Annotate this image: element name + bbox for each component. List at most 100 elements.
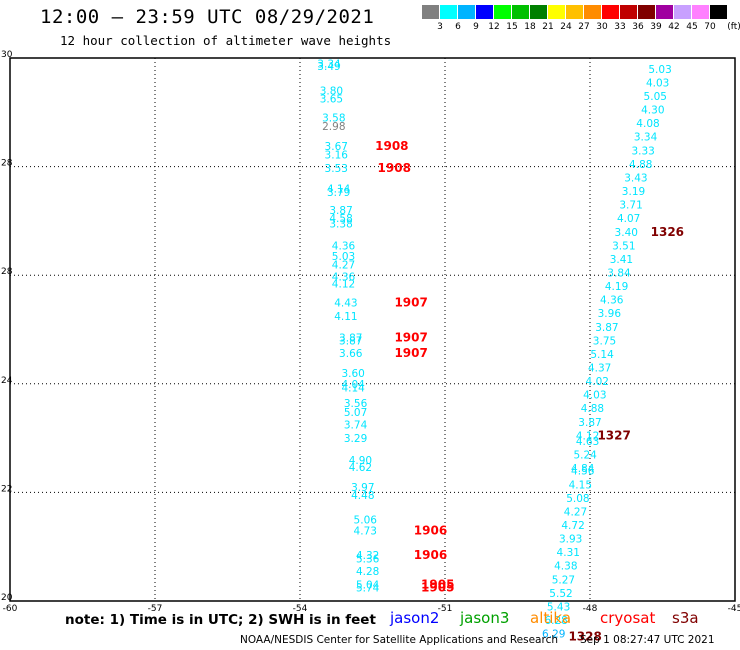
wave-height-value: 4.88 (581, 403, 604, 415)
page-title: 12:00 – 23:59 UTC 08/29/2021 (40, 6, 375, 28)
color-scale-label: 33 (614, 22, 626, 32)
map-frame (9, 57, 736, 602)
page-subtitle: 12 hour collection of altimeter wave hei… (60, 33, 392, 48)
wave-height-value: 4.56 (571, 466, 595, 478)
footer-note: note: 1) Time is in UTC; 2) SWH is in fe… (65, 612, 376, 628)
wave-height-value: 3.34 (634, 132, 658, 144)
pass-time-label: 1906 (414, 548, 447, 562)
color-scale-labels: 3 6 9 12 15 18 21 24 27 30 33 36 39 42 45 70 (ft) (422, 22, 740, 36)
color-swatch (584, 5, 602, 19)
color-scale-label: 21 (542, 22, 554, 32)
wave-height-value: 3.67 (325, 141, 348, 153)
wave-height-value: 4.84 (571, 463, 595, 475)
wave-height-value: 4.07 (617, 213, 640, 225)
wave-height-value: 3.87 (339, 335, 362, 347)
lat-tick-label: 24 (1, 376, 13, 386)
wave-height-value: 3.97 (351, 482, 374, 494)
wave-height-value: 5.07 (344, 407, 367, 419)
wave-height-value: 4.12 (576, 430, 599, 442)
wave-height-value: 4.32 (356, 550, 379, 562)
wave-height-value: 5.52 (549, 588, 572, 600)
wave-height-value: 3.74 (344, 420, 368, 432)
color-scale-label: 39 (650, 22, 662, 32)
wave-height-value: 4.58 (329, 213, 352, 225)
lat-tick-label: 30 (1, 50, 13, 60)
wave-height-value: 6.28 (544, 615, 567, 627)
wave-height-value: 5.74 (356, 582, 380, 594)
color-swatch (440, 5, 458, 19)
wave-height-value: 3.75 (593, 335, 616, 347)
pass-time-label: 1326 (651, 225, 684, 239)
wave-height-value: 4.31 (557, 547, 580, 559)
wave-height-value: 3.87 (595, 322, 618, 334)
color-swatch (656, 5, 674, 19)
wave-height-value: 3.19 (622, 186, 645, 198)
lon-tick-label: -45 (728, 604, 740, 614)
wave-height-value: 3.40 (615, 227, 638, 239)
wave-height-value: 4.27 (564, 506, 587, 518)
color-swatch (638, 5, 656, 19)
wave-height-value: 4.72 (561, 520, 584, 532)
wave-height-value: 3.80 (320, 86, 343, 98)
wave-height-value: 3.51 (612, 240, 635, 252)
lat-tick-label: 20 (1, 593, 13, 603)
wave-height-value: 3.60 (341, 368, 364, 380)
color-swatch (530, 5, 548, 19)
footer-credit: NOAA/NESDIS Center for Satellite Applica… (240, 634, 558, 646)
wave-height-value: 5.03 (648, 64, 671, 76)
wave-height-value: 5.24 (573, 449, 597, 461)
wave-height-value: 4.90 (349, 455, 372, 467)
wave-height-value: 4.02 (586, 376, 609, 388)
color-swatch (710, 5, 728, 19)
wave-height-value: 4.27 (332, 259, 355, 271)
wave-height-value: 4.43 (334, 297, 357, 309)
pass-time-label: 1908 (375, 139, 408, 153)
wave-height-value: 4.14 (327, 183, 351, 195)
lon-tick-label: -54 (293, 604, 308, 614)
color-scale-label: 9 (473, 22, 479, 32)
color-scale-bar (422, 5, 728, 19)
wave-height-value: 5.08 (566, 493, 589, 505)
wave-height-value: 4.48 (351, 490, 374, 502)
color-swatch (602, 5, 620, 19)
lon-tick-label: -48 (583, 604, 598, 614)
color-swatch (476, 5, 494, 19)
wave-height-value: 5.27 (552, 574, 575, 586)
wave-height-value: 3.58 (322, 113, 345, 125)
color-swatch (674, 5, 692, 19)
wave-height-value: 3.79 (327, 187, 350, 199)
wave-height-value: 4.62 (349, 462, 372, 474)
wave-height-value: 3.84 (607, 267, 631, 279)
pass-time-label: 1907 (394, 331, 427, 345)
color-swatch (422, 5, 440, 19)
color-swatch (620, 5, 638, 19)
lon-tick-label: -57 (148, 604, 163, 614)
wave-height-value: 4.28 (356, 566, 379, 578)
lat-tick-label: 28 (1, 159, 13, 169)
legend-item-cryosat: cryosat (600, 609, 656, 627)
legend-item-altika: altika (530, 609, 572, 627)
pass-time-label: 1905 (421, 578, 454, 592)
wave-height-value: 3.38 (329, 219, 352, 231)
color-scale-label: 45 (686, 22, 698, 32)
color-scale-label: 12 (488, 22, 500, 32)
color-scale-label: 3 (437, 22, 443, 32)
wave-height-value: 4.63 (576, 436, 599, 448)
lon-tick-label: -60 (3, 604, 18, 614)
color-scale-label: 18 (524, 22, 536, 32)
pass-time-label: 1907 (394, 295, 427, 309)
footer-generated-time: Sep 1 08:27:47 UTC 2021 (580, 634, 715, 646)
wave-height-value: 5.06 (354, 515, 378, 527)
color-scale-label: 30 (596, 22, 608, 32)
wave-height-value: 3.56 (344, 398, 368, 410)
pass-time-label: 1907 (394, 346, 427, 360)
wave-height-value: 4.14 (341, 383, 365, 395)
wave-height-value: 4.19 (605, 281, 628, 293)
wave-height-value: 4.37 (588, 363, 611, 375)
wave-height-value: 3.87 (578, 417, 601, 429)
color-swatch (494, 5, 512, 19)
color-scale-label: 24 (560, 22, 572, 32)
wave-height-value: 5.05 (644, 91, 667, 103)
pass-time-label: 1327 (597, 428, 630, 442)
color-scale-label: 70 (704, 22, 716, 32)
